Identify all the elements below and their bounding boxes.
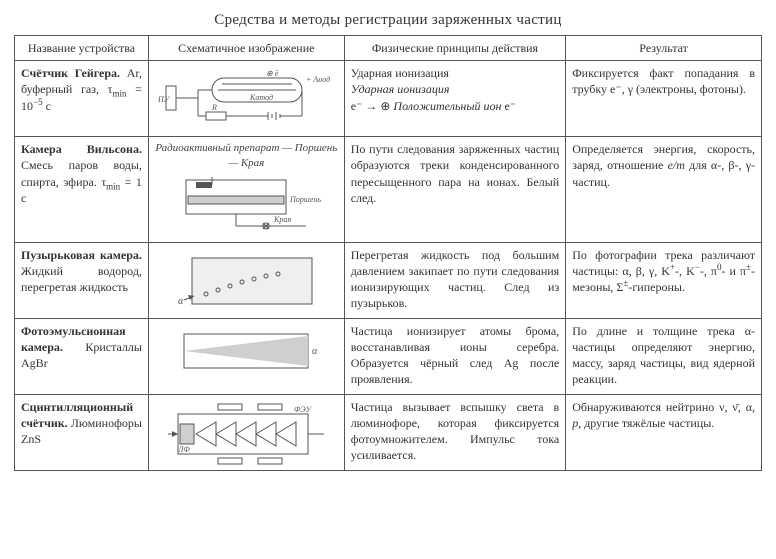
col-header-device: Название устройства (15, 36, 149, 61)
cell-principle: Частица вызывает вспыш­ку света в люмино… (344, 394, 566, 470)
col-header-schematic: Схематичное изображение (148, 36, 344, 61)
cell-device: Камера Вильсона. Смесь паров воды, спирт… (15, 137, 149, 243)
svg-text:Катод: Катод (249, 93, 273, 102)
cell-device: Счётчик Гейгера. Ar, буферный газ, τmin … (15, 61, 149, 137)
scint-schematic: ЛФ ФЭУ (155, 402, 338, 466)
table-row: Фотоэмульсион­ная камера. Кри­сталлы AgB… (15, 318, 762, 394)
col-header-result: Результат (566, 36, 762, 61)
header-row: Название устройства Схематичное изображе… (15, 36, 762, 61)
cell-schematic: Радиоактивный препарат — Поршень — Края … (148, 137, 344, 243)
table-row: Сцинтилляцион­ный счётчик. Люминофоры Zn… (15, 394, 762, 470)
col-header-principle: Физические принципы действия (344, 36, 566, 61)
cell-principle: Ударная ионизацияУдарная ионизацияe⁻ → ⊕… (344, 61, 566, 137)
cell-result: По длине и толщине тре­ка α-частицы опре… (566, 318, 762, 394)
cell-schematic: α (148, 318, 344, 394)
cell-device: Фотоэмульсион­ная камера. Кри­сталлы AgB… (15, 318, 149, 394)
cell-principle: Перегретая жидкость под большим давление… (344, 242, 566, 318)
wilson-schematic: Поршень Края (155, 174, 338, 238)
bubble-schematic: α (155, 250, 338, 314)
emulsion-schematic: α (155, 326, 338, 390)
schematic-caption: Радиоактивный препарат — Поршень — Края (155, 142, 337, 169)
page: { "title": "Средства и методы регистраци… (0, 0, 776, 485)
table-row: Камера Вильсона. Смесь паров воды, спирт… (15, 137, 762, 243)
svg-text:+ Анод: + Анод (306, 75, 330, 84)
device-rest: Смесь паров воды, спирта, эфира. τmin = … (21, 158, 142, 204)
svg-text:ПУ: ПУ (158, 95, 171, 104)
svg-text:⊕ ē: ⊕ ē (266, 69, 279, 78)
geiger-schematic: ⊕ ē + Анод Катод ПУ R (155, 68, 338, 132)
cell-result: По фотографии трека различают частицы: α… (566, 242, 762, 318)
cell-schematic: ⊕ ē + Анод Катод ПУ R (148, 61, 344, 137)
cell-result: Фиксируется факт попа­дания в трубку e⁻,… (566, 61, 762, 137)
svg-text:ФЭУ: ФЭУ (294, 405, 313, 414)
device-name: Пузырьковая ка­мера. (21, 248, 142, 262)
svg-text:R: R (211, 103, 217, 112)
cell-schematic: α (148, 242, 344, 318)
svg-text:Поршень: Поршень (289, 195, 321, 204)
cell-principle: Частица ионизирует атомы брома, восстана… (344, 318, 566, 394)
detectors-table: Название устройства Схематичное изображе… (14, 35, 762, 471)
svg-text:ЛФ: ЛФ (177, 445, 190, 454)
device-name: Счётчик Гейгера. (21, 66, 120, 80)
cell-result: Определяется энергия, скорость, заряд, о… (566, 137, 762, 243)
table-row: Счётчик Гейгера. Ar, буферный газ, τmin … (15, 61, 762, 137)
svg-text:Края: Края (273, 215, 291, 224)
cell-principle: По пути следования заря­женных частиц об… (344, 137, 566, 243)
device-rest: Жидкий во­дород, перегретая жидкость (21, 264, 142, 294)
page-title: Средства и методы регистрации заряженных… (14, 12, 762, 29)
cell-result: Обнаруживаются нейтри­но ν, ν̄, α, p, др… (566, 394, 762, 470)
svg-text:α: α (312, 346, 318, 357)
svg-text:α: α (178, 296, 184, 307)
table-row: Пузырьковая ка­мера. Жидкий во­дород, пе… (15, 242, 762, 318)
cell-device: Сцинтилляцион­ный счётчик. Люминофоры Zn… (15, 394, 149, 470)
cell-schematic: ЛФ ФЭУ (148, 394, 344, 470)
device-name: Камера Вильсона. (21, 142, 142, 156)
cell-device: Пузырьковая ка­мера. Жидкий во­дород, пе… (15, 242, 149, 318)
